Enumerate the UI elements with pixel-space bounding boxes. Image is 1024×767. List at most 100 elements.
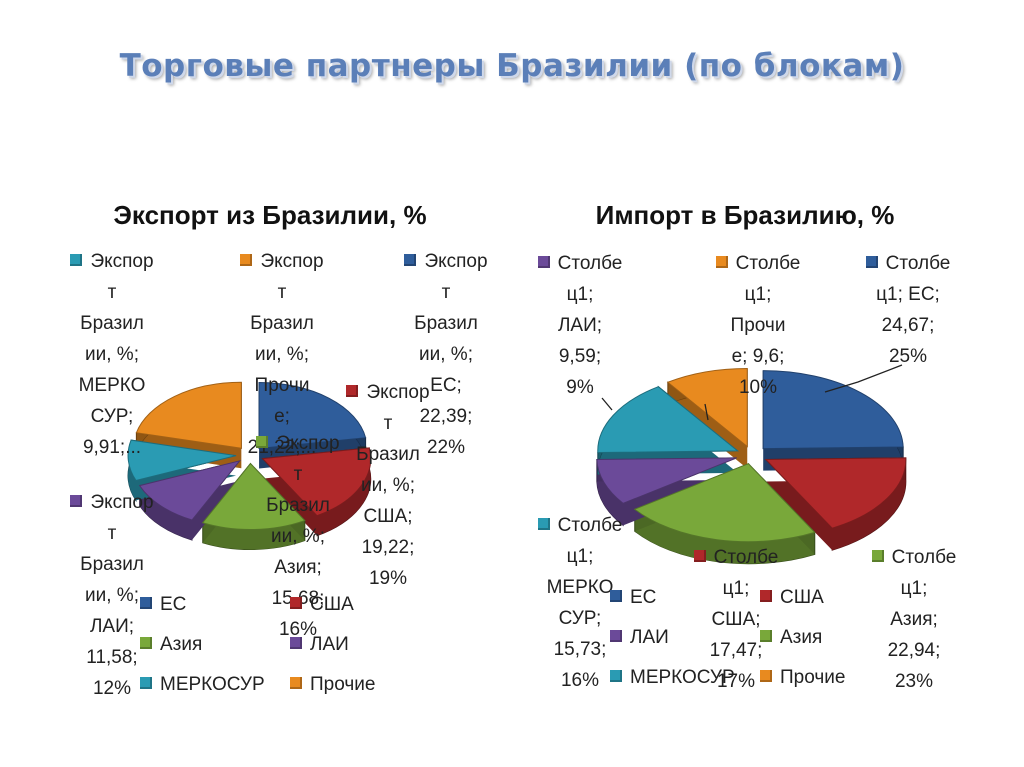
label-line: Экспор — [90, 251, 154, 272]
label-line: 23% — [894, 671, 934, 692]
label-line: ии, %; — [361, 475, 415, 496]
label-line: Азия; — [274, 557, 322, 578]
label-line: Азия; — [890, 609, 938, 630]
label-line: т — [107, 523, 117, 544]
label-line: ц1; ЕС; — [876, 284, 940, 305]
legend-item: ЕС — [140, 594, 186, 616]
label-line: т — [441, 282, 451, 303]
label-marker-icon — [240, 254, 253, 266]
page-title: Торговые партнеры Бразилии (по блокам) — [119, 48, 905, 84]
legend-swatch-icon — [140, 677, 152, 689]
import-data-label: Столбе ц1; ЛАИ; 9,59; 9% — [530, 248, 630, 403]
label-line: ЛАИ; — [557, 315, 603, 336]
legend-label: ЕС — [160, 594, 187, 615]
legend-item: ЛАИ — [610, 627, 669, 649]
label-line: Столбе — [735, 253, 801, 274]
label-line: США; — [363, 506, 413, 527]
export-data-label: Экспор т Бразил ии, %; ЛАИ; 11,58; 12% — [62, 487, 162, 704]
export-chart-title: Экспорт из Бразилии, % — [113, 200, 427, 230]
label-marker-icon — [715, 256, 728, 268]
label-line: 16% — [278, 619, 318, 640]
label-marker-icon — [693, 550, 706, 562]
label-line: 17,47; — [709, 640, 763, 661]
legend-swatch-icon — [610, 630, 622, 642]
label-marker-icon — [871, 550, 884, 562]
legend-swatch-icon — [760, 670, 772, 682]
import-data-label: Столбе ц1; США; 17,47; 17% — [686, 542, 786, 697]
label-marker-icon — [70, 254, 83, 266]
label-line: ЕС; — [430, 375, 462, 396]
label-line: 9,59; — [558, 346, 602, 367]
label-line: ц1; — [566, 284, 594, 305]
export-slice-4 — [127, 439, 237, 481]
legend-swatch-icon — [290, 677, 302, 689]
label-line: Столбе — [557, 515, 623, 536]
export-slice-2 — [201, 462, 306, 531]
label-line: 24,67; — [881, 315, 935, 336]
legend-item: Азия — [760, 627, 822, 649]
label-marker-icon — [404, 254, 417, 266]
legend-label: Азия — [780, 627, 823, 648]
label-line: т — [107, 282, 117, 303]
label-line: 17% — [716, 671, 756, 692]
label-line: 22% — [426, 437, 466, 458]
label-line: 25% — [888, 346, 928, 367]
import-slice-3 — [596, 457, 738, 504]
label-line: Бразил — [250, 313, 314, 334]
label-line: Экспор — [424, 251, 488, 272]
label-line: Прочи — [730, 315, 786, 336]
legend-item: Прочие — [760, 667, 845, 689]
label-line: 11,58; — [86, 647, 138, 668]
import-slice-1 — [764, 457, 907, 529]
label-line: Столбе — [713, 547, 779, 568]
legend-item: США — [290, 594, 354, 616]
import-chart-title: Импорт в Бразилию, % — [595, 200, 895, 230]
import-data-label: Столбе ц1; МЕРКО СУР; 15,73; 16% — [530, 510, 630, 696]
label-line: е; — [274, 406, 290, 427]
label-line: Бразил — [80, 554, 144, 575]
label-line: Столбе — [891, 547, 957, 568]
label-line: Экспор — [90, 492, 154, 513]
label-line: Столбе — [557, 253, 623, 274]
label-line: МЕРКО — [546, 577, 614, 598]
label-line: ии, %; — [85, 585, 139, 606]
legend-swatch-icon — [760, 630, 772, 642]
label-marker-icon — [346, 385, 359, 397]
label-line: Бразил — [356, 444, 420, 465]
label-marker-icon — [70, 495, 83, 507]
import-leader-eu — [824, 364, 903, 393]
label-line: ии, %; — [419, 344, 473, 365]
legend-swatch-icon — [610, 590, 622, 602]
label-marker-icon — [537, 256, 550, 268]
label-marker-icon — [865, 256, 878, 268]
label-marker-icon — [537, 518, 550, 530]
label-line: 22,39; — [419, 406, 473, 427]
label-line: 19,22; — [361, 537, 415, 558]
label-line: т — [293, 464, 303, 485]
label-line: т — [277, 282, 287, 303]
label-line: ЛАИ; — [89, 616, 135, 637]
export-data-label: Экспор т Бразил ии, %; МЕРКО СУР; 9,91;... — [62, 246, 162, 463]
export-slice-0 — [258, 381, 367, 450]
label-line: е; 9,6; — [731, 346, 785, 367]
label-line: 16% — [560, 670, 600, 691]
label-line: 12% — [92, 678, 132, 699]
export-slice-3 — [138, 459, 242, 521]
label-line: Бразил — [80, 313, 144, 334]
legend-swatch-icon — [610, 670, 622, 682]
legend-label: США — [310, 594, 354, 615]
import-slice-4 — [597, 386, 740, 454]
label-line: 19% — [368, 568, 408, 589]
label-line: Столбе — [885, 253, 951, 274]
legend-item: МЕРКОСУР — [610, 667, 735, 689]
label-line: СУР; — [90, 406, 134, 427]
label-line: 22,94; — [887, 640, 941, 661]
legend-label: Прочие — [780, 667, 846, 688]
label-line: ц1; — [566, 546, 594, 567]
label-line: ии, %; — [271, 526, 325, 547]
legend-label: ЛАИ — [630, 627, 669, 648]
label-line: Экспор — [276, 433, 340, 454]
import-slice-5 — [666, 367, 748, 448]
import-leader-lai — [601, 397, 613, 411]
